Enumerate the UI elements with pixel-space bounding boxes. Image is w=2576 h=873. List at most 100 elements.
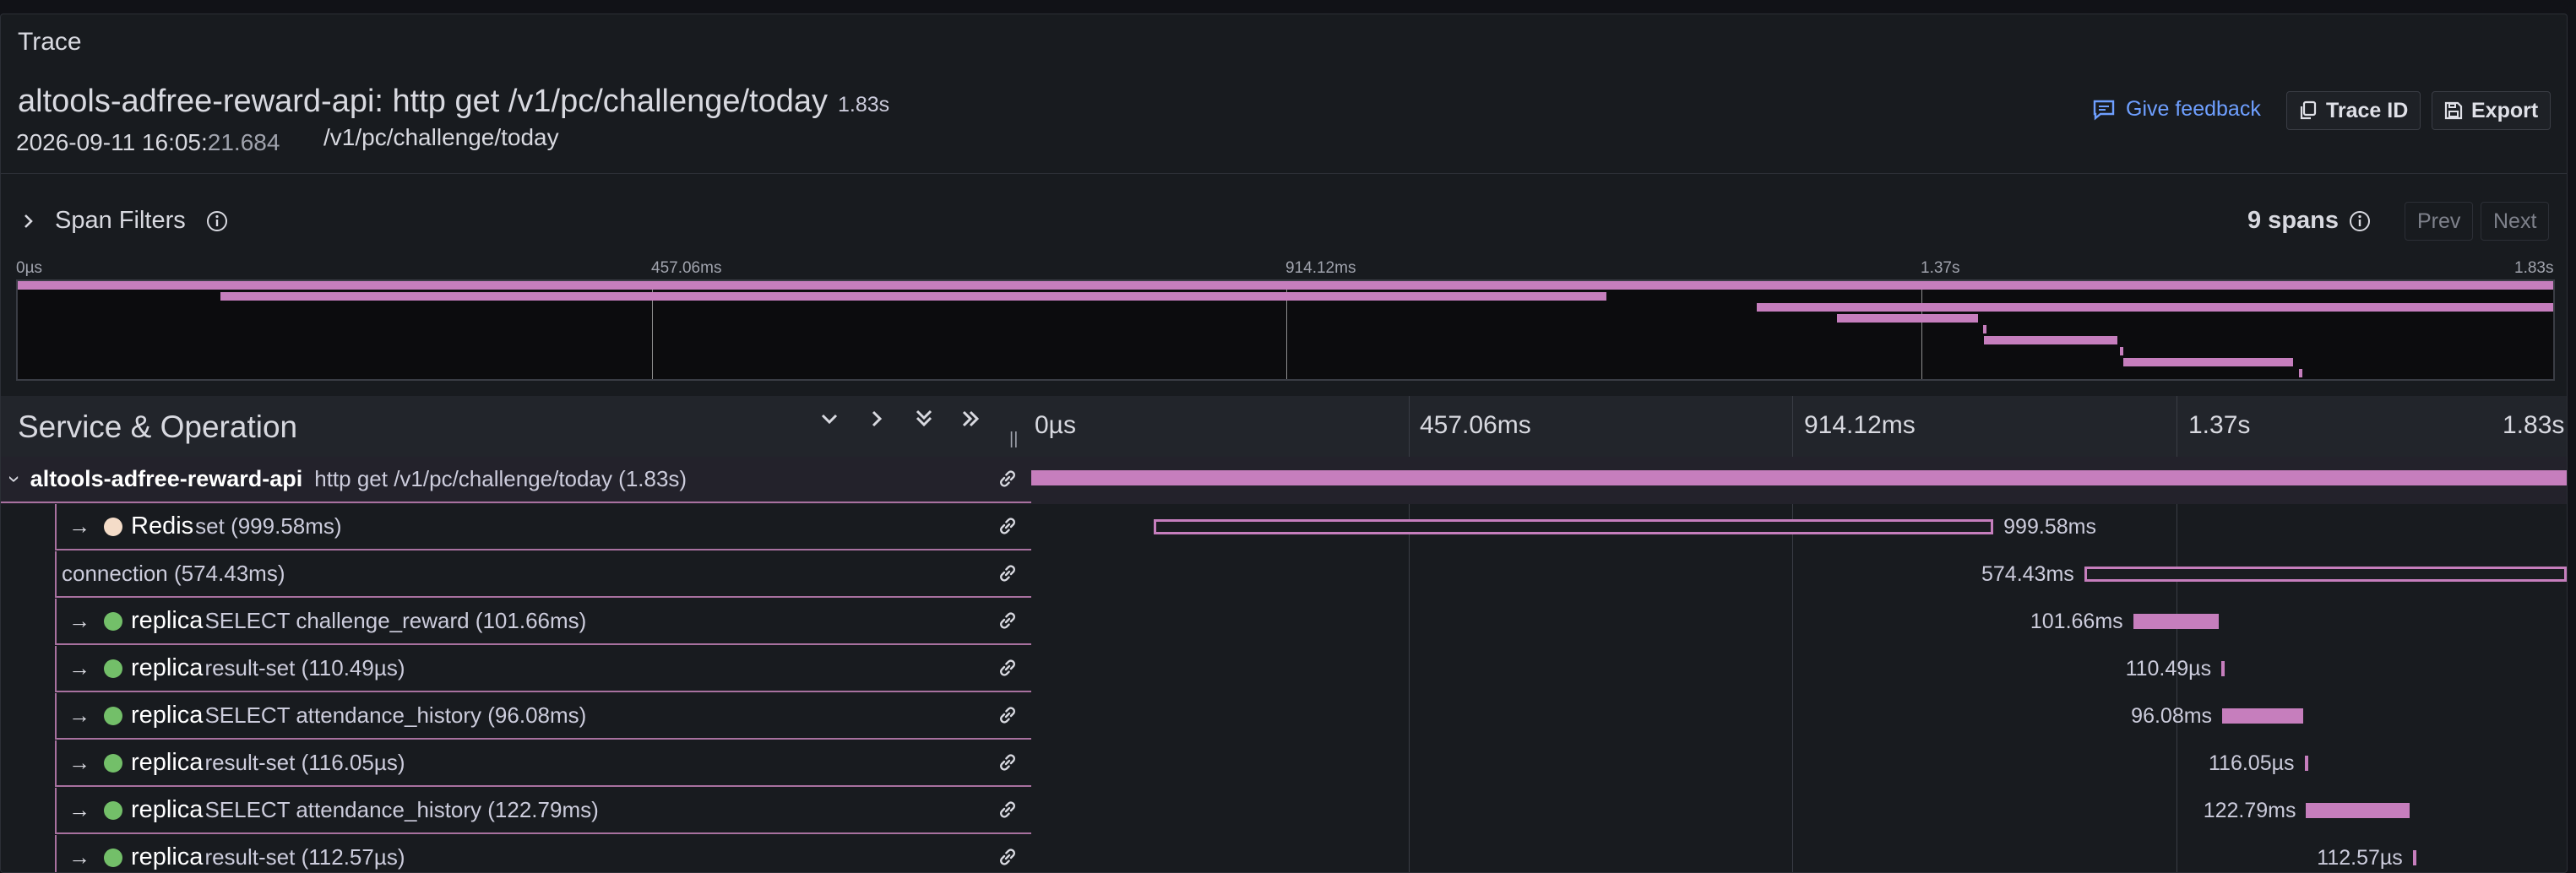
link-icon[interactable] (996, 656, 1019, 680)
link-icon[interactable] (996, 467, 1019, 491)
span-filters-toggle[interactable]: Span Filters (23, 207, 228, 235)
service-color-dot (104, 706, 122, 725)
span-duration-label: 110.49µs (2125, 657, 2212, 681)
give-feedback-link[interactable]: Give feedback (2092, 97, 2261, 122)
minimap-span-bar (2120, 347, 2124, 355)
span-row[interactable]: › altools-adfree-reward-api http get /v1/p… (1, 457, 2567, 504)
arrow-right-icon[interactable]: → (68, 844, 90, 870)
trace-panel: Trace altools-adfree-reward-api: http ge… (0, 14, 2568, 873)
span-row[interactable]: → replica result-set (110.49µs) 110.49µs (1, 646, 2567, 693)
span-operation: result-set (112.57µs) (204, 844, 405, 870)
next-button[interactable]: Next (2481, 202, 2550, 241)
span-row[interactable]: → Redis set (999.58ms) 999.58ms (1, 504, 2567, 551)
trace-url: /v1/pc/challenge/today (323, 124, 559, 150)
span-bar[interactable] (2306, 803, 2410, 818)
minimap-span-bar (18, 281, 2553, 290)
prev-button[interactable]: Prev (2405, 202, 2474, 241)
span-row[interactable]: → replica SELECT challenge_reward (101.66m… (1, 599, 2567, 646)
arrow-right-icon[interactable]: → (68, 702, 90, 728)
spans-count: 9 spans (2247, 207, 2371, 235)
panel-title: Trace (18, 28, 82, 56)
span-bar[interactable] (2133, 614, 2219, 629)
chevron-down-icon[interactable] (818, 408, 840, 430)
link-icon[interactable] (996, 703, 1019, 727)
minimap-span-bar (1982, 325, 1986, 333)
trace-title: altools-adfree-reward-api: http get /v1/… (18, 84, 889, 120)
span-name-cell[interactable]: › altools-adfree-reward-api http get /v1/p… (1, 457, 1031, 503)
span-operation: result-set (110.49µs) (204, 655, 405, 681)
export-label: Export (2471, 98, 2539, 122)
span-name-cell[interactable]: → replica result-set (116.05µs) (55, 740, 1031, 787)
timestamp-main: 2026-09-11 16:05: (16, 129, 208, 155)
header-divider (1, 173, 2567, 174)
span-name-cell[interactable]: connection (574.43ms) (55, 551, 1031, 598)
span-name-cell[interactable]: → Redis set (999.58ms) (55, 504, 1031, 550)
arrow-right-icon[interactable]: → (68, 655, 90, 681)
span-name-cell[interactable]: → replica SELECT attendance_history (96.08… (55, 693, 1031, 740)
service-color-dot (104, 848, 122, 867)
span-row[interactable]: → replica result-set (112.57µs) 112.57µs (1, 835, 2567, 872)
chevron-right-icon[interactable] (866, 408, 888, 430)
link-icon[interactable] (996, 514, 1019, 538)
arrow-right-icon[interactable]: → (68, 797, 90, 822)
span-filters-label: Span Filters (55, 207, 186, 234)
span-row[interactable]: connection (574.43ms) 574.43ms (1, 551, 2567, 599)
copy-icon (2300, 100, 2317, 120)
span-duration-label: 574.43ms (1981, 562, 2074, 586)
timeline-tick: 914.12ms (1804, 411, 1916, 439)
span-bar[interactable] (2221, 661, 2225, 676)
span-name-cell[interactable]: → replica SELECT challenge_reward (101.66m… (55, 599, 1031, 645)
service-color-dot (104, 753, 122, 773)
trace-id-label: Trace ID (2326, 98, 2409, 122)
span-name-cell[interactable]: → replica result-set (112.57µs) (55, 835, 1031, 872)
link-icon[interactable] (996, 751, 1019, 774)
link-icon[interactable] (996, 845, 1019, 869)
span-bar[interactable] (2412, 850, 2416, 865)
minimap-tick: 457.06ms (651, 259, 722, 277)
span-service: replica (131, 654, 204, 681)
timeline-tick: 1.37s (2188, 411, 2251, 439)
arrow-right-icon[interactable]: → (68, 750, 90, 775)
span-row[interactable]: → replica SELECT attendance_history (122.7… (1, 788, 2567, 835)
minimap-tick: 1.37s (1921, 259, 1960, 277)
span-row[interactable]: → replica result-set (116.05µs) 116.05µs (1, 740, 2567, 788)
arrow-right-icon[interactable]: → (68, 513, 90, 539)
link-icon[interactable] (996, 561, 1019, 585)
timeline-tick: 457.06ms (1420, 411, 1531, 439)
span-bar[interactable] (1154, 519, 1994, 534)
trace-minimap[interactable] (16, 279, 2555, 381)
span-operation: result-set (116.05µs) (204, 750, 405, 775)
minimap-span-bar (1837, 314, 1979, 323)
span-duration-label: 999.58ms (2003, 515, 2096, 539)
span-name-cell[interactable]: → replica result-set (110.49µs) (55, 646, 1031, 692)
minimap-tick: 0µs (16, 259, 43, 277)
span-name-cell[interactable]: → replica SELECT attendance_history (122.7… (55, 788, 1031, 834)
link-icon[interactable] (996, 609, 1019, 632)
span-service: Redis (131, 512, 194, 540)
column-resize-handle[interactable]: || (1009, 430, 1019, 448)
service-color-dot (104, 800, 122, 820)
span-bar[interactable] (2222, 708, 2303, 724)
trace-id-button[interactable]: Trace ID (2286, 91, 2421, 130)
double-chevron-down-icon[interactable] (913, 408, 935, 430)
spans-count-label: 9 spans (2247, 207, 2339, 234)
minimap-tick: 1.83s (2514, 259, 2554, 277)
minimap-span-bar (1756, 303, 2553, 312)
arrow-right-icon[interactable]: → (68, 608, 90, 633)
save-icon (2444, 101, 2463, 120)
span-service: replica (131, 702, 204, 729)
span-duration-label: 122.79ms (2203, 799, 2296, 822)
span-bar[interactable] (1031, 470, 2567, 485)
timeline-tick: 1.83s (2503, 411, 2565, 439)
span-service: replica (131, 796, 204, 823)
link-icon[interactable] (996, 798, 1019, 821)
export-button[interactable]: Export (2432, 91, 2552, 130)
chevron-down-icon[interactable]: › (2, 475, 28, 483)
span-row[interactable]: → replica SELECT attendance_history (96.08… (1, 693, 2567, 740)
timeline-gridline (1408, 396, 1410, 872)
info-icon (2350, 210, 2370, 231)
span-bar[interactable] (2304, 756, 2308, 771)
span-operation: SELECT challenge_reward (101.66ms) (204, 608, 587, 633)
span-bar[interactable] (2084, 567, 2567, 582)
double-chevron-right-icon[interactable] (960, 408, 982, 430)
